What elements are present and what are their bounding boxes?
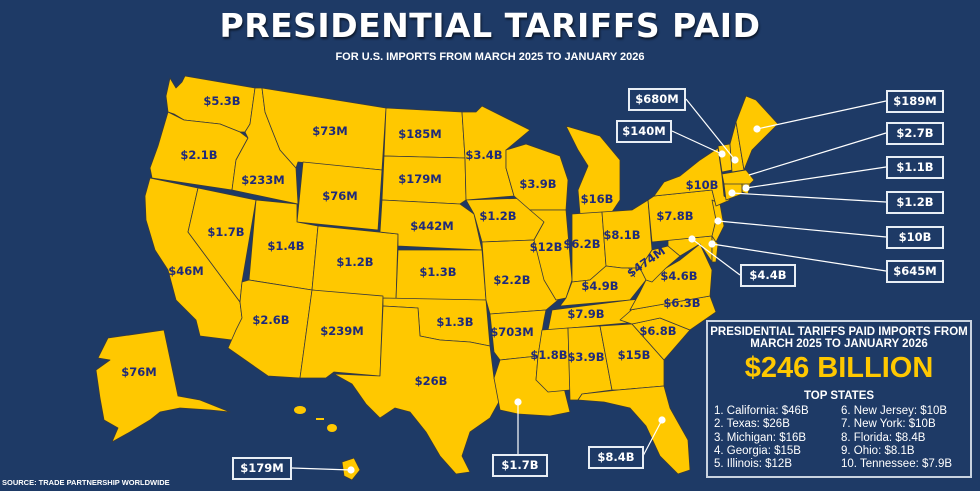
state-label-id: $233M [241,173,285,187]
state-label-ne: $442M [410,219,454,233]
top-state-item: 8. Florida: $8.4B [841,431,926,444]
summary-heading-line1: PRESIDENTIAL TARIFFS PAID IMPORTS FROM [710,326,968,338]
state-ky[interactable] [559,265,647,307]
state-label-ar: $703M [490,325,534,339]
state-label-nv: $1.7B [207,225,245,239]
state-label-az: $2.6B [252,313,290,327]
state-ma[interactable] [721,169,755,187]
top-state-item: 6. New Jersey: $10B [841,405,948,417]
state-il[interactable] [529,209,573,301]
top-state-item: 3. Michigan: $16B [714,431,807,444]
state-label-nc: $6.3B [663,296,701,310]
state-label-oh: $8.1B [603,228,641,242]
callout-vt: $140M [616,120,672,143]
state-label-sd: $179M [398,172,442,186]
state-label-il: $12B [529,240,563,254]
state-label-mi: $16B [580,192,614,206]
state-label-in: $6.2B [563,237,601,251]
state-tx[interactable] [333,305,501,475]
state-sd[interactable] [381,155,467,205]
callout-hi: $179M [232,457,292,480]
state-fl[interactable] [577,385,691,475]
top-state-item: 1. California: $46B [714,405,809,417]
hawaii-island-molokai [316,418,324,420]
state-nc[interactable] [619,295,717,331]
state-label-co: $1.2B [336,255,374,269]
state-label-al: $3.9B [567,350,605,364]
state-label-ga: $15B [617,348,651,362]
page-title: PRESIDENTIAL TARIFFS PAID [219,6,761,45]
state-mt[interactable] [261,87,387,171]
top-state-item: 5. Illinois: $12B [714,458,792,471]
callout-fl: $8.4B [588,446,644,469]
callout-de: $645M [886,260,944,283]
state-label-mo: $2.2B [493,273,531,287]
state-label-wi: $3.9B [519,177,557,191]
state-va[interactable] [629,243,713,311]
state-label-ks: $1.3B [419,265,457,279]
state-label-va: $4.6B [660,269,698,283]
callout-nh: $680M [628,88,686,111]
top-state-item: 4. Georgia: $15B [714,444,801,457]
top-state-item: 10. Tennessee: $7.9B [841,458,953,471]
callout-la: $1.7B [492,454,548,477]
state-ak[interactable] [95,329,231,443]
top-state-item: 7. New York: $10B [841,418,936,431]
state-label-sc: $6.8B [639,324,677,338]
state-nm[interactable] [299,289,384,379]
state-label-ut: $1.4B [267,239,305,253]
state-label-nm: $239M [320,324,364,338]
state-label-tn: $7.9B [567,307,605,321]
callout-md: $4.4B [740,264,796,287]
callout-me: $189M [886,90,944,113]
callout-leader-lines [291,98,887,474]
callout-ri: $1.1B [886,156,944,179]
state-wv[interactable] [639,245,681,283]
top-state-item: 2. Texas: $26B [714,418,790,431]
state-label-ky: $4.9B [581,279,619,293]
state-label-wy: $76M [322,189,358,203]
summary-heading-line2: MARCH 2025 TO JANUARY 2026 [750,338,928,350]
state-label-ms: $1.8B [530,348,568,362]
state-label-tx: $26B [414,374,448,388]
state-az[interactable] [227,279,313,379]
hawaii-island-maui [327,424,337,432]
state-wy[interactable] [296,161,383,231]
callout-ct: $1.2B [886,191,944,214]
top-states-list: 1. California: $46B 2. Texas: $26B 3. Mi… [708,405,970,471]
state-label-nd: $185M [398,127,442,141]
top-state-item: 9. Ohio: $8.1B [841,444,915,457]
page-subtitle: FOR U.S. IMPORTS FROM MARCH 2025 TO JANU… [335,51,645,63]
top-states-heading: TOP STATES [803,390,875,402]
state-label-or: $2.1B [180,148,218,162]
state-label-ia: $1.2B [479,209,517,223]
summary-total: $246 BILLION [744,352,934,384]
summary-panel: PRESIDENTIAL TARIFFS PAID IMPORTS FROM M… [706,320,972,478]
state-label-mn: $3.4B [465,148,503,162]
state-ne[interactable] [379,199,483,251]
state-label-ok: $1.3B [436,315,474,329]
state-label-mt: $73M [312,124,348,138]
callout-ma: $2.7B [886,122,944,145]
state-me[interactable] [735,95,779,171]
state-label-ny: $10B [685,178,719,192]
source-credit: SOURCE: TRADE PARTNERSHIP WORLDWIDE [2,478,170,487]
hawaii-island-kauai [294,406,306,414]
callout-nj: $10B [886,226,944,249]
state-label-ca: $46M [168,264,204,278]
state-label-ak: $76M [121,365,157,379]
state-label-wa: $5.3B [203,94,241,108]
state-label-pa: $7.8B [656,209,694,223]
